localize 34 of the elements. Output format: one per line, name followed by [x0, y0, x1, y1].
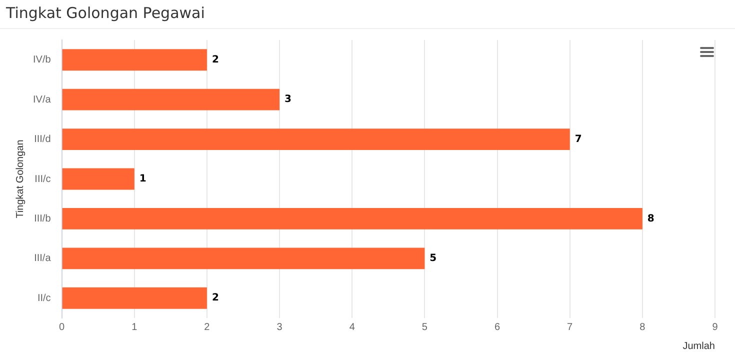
bar	[62, 49, 207, 71]
x-tick-label: 5	[422, 322, 428, 333]
data-label: 8	[647, 213, 654, 224]
y-tick-label: III/d	[34, 134, 51, 146]
x-tick-label: 6	[494, 322, 500, 333]
y-tick-label: III/c	[34, 174, 51, 185]
x-tick-label: 3	[276, 322, 283, 333]
data-label: 1	[139, 174, 146, 185]
y-tick-label: III/a	[34, 253, 52, 264]
x-tick-label: 9	[712, 322, 718, 333]
bar	[62, 208, 642, 230]
x-tick-label: 1	[132, 322, 138, 333]
bar	[62, 88, 280, 110]
y-tick-label: IV/a	[32, 94, 52, 106]
data-label: 5	[430, 253, 437, 264]
x-tick-label: 7	[567, 322, 574, 333]
bar	[62, 168, 134, 190]
x-axis-title: Jumlah	[682, 340, 715, 352]
data-label: 3	[284, 94, 292, 106]
y-tick-label: III/b	[34, 213, 52, 224]
y-axis-title: Tingkat Golongan	[14, 140, 26, 218]
x-tick-label: 2	[204, 322, 210, 333]
chart-title: Tingkat Golongan Pegawai	[6, 4, 205, 22]
x-tick-label: 0	[59, 322, 66, 333]
data-label: 2	[212, 54, 219, 66]
x-tick-label: 4	[349, 322, 356, 333]
bar	[62, 248, 425, 270]
bar	[62, 128, 570, 150]
y-tick-label: IV/b	[32, 54, 52, 66]
data-label: 2	[212, 292, 219, 304]
y-tick-label: II/c	[37, 292, 51, 304]
data-label: 7	[574, 134, 582, 145]
bar	[62, 287, 207, 309]
x-tick-label: 8	[640, 322, 646, 333]
